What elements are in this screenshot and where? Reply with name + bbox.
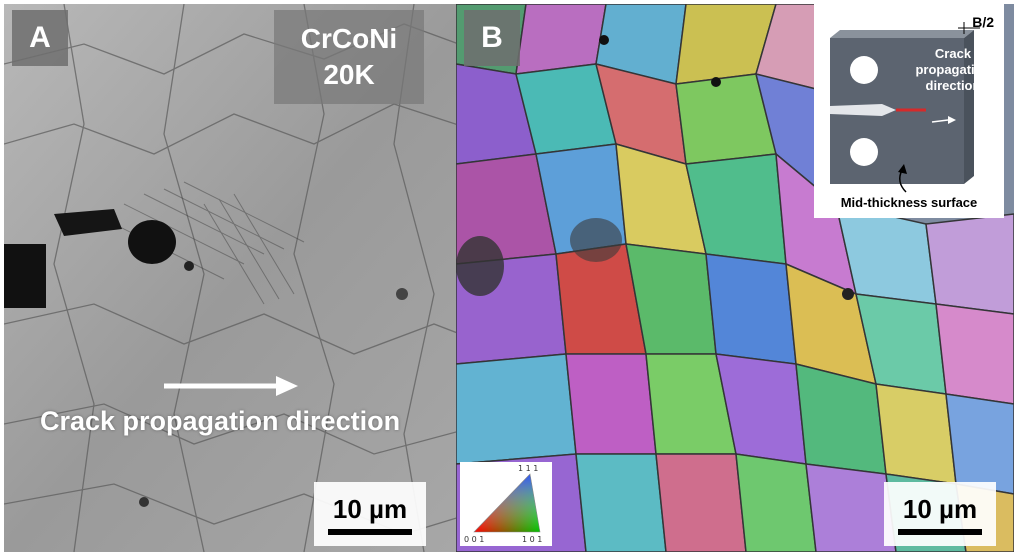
ebsd-map-texture [456,4,1014,552]
micrograph-panel-a: A CrCoNi 20K Crack propagation direction… [4,4,486,552]
scale-bar-b: 10 µm [884,482,996,546]
scale-bar-a: 10 µm [314,482,426,546]
thickness-label: B/2 [972,14,994,30]
ipf-101-label: 1 0 1 [522,535,543,544]
panel-label-a: A [12,10,68,66]
alloy-name: CrCoNi [300,23,398,54]
specimen-schematic-icon [830,18,980,193]
inset-crack-line1: Crack [934,46,972,61]
specimen-schematic-inset: B/2 Crack propagation direction Mid-thic… [814,4,1004,218]
inset-crack-line2: propagation [915,62,991,77]
panel-label-b: B [464,10,520,66]
mid-thickness-label: Mid-thickness surface [840,195,978,210]
scale-bar-line-a [328,528,412,535]
ebsd-map-panel-b: B B/2 Crack propagation direction Mid-th… [456,4,1014,552]
ipf-color-key: 1 1 1 0 0 1 1 0 1 [460,462,552,546]
crack-direction-arrow-icon [164,376,298,396]
inset-crack-line3: direction [925,78,981,93]
ipf-111-label: 1 1 1 [518,464,539,473]
alloy-condition-box: CrCoNi 20K [274,10,424,104]
scale-bar-text-b: 10 µm [902,493,978,524]
scale-bar-text-a: 10 µm [332,493,408,524]
ipf-001-label: 0 0 1 [464,535,485,544]
ipf-triangle-icon [473,473,541,533]
test-temperature: 20K [323,59,375,90]
inset-crack-label: Crack propagation direction [910,46,996,94]
scale-bar-line-b [898,528,982,535]
crack-propagation-label: Crack propagation direction [40,406,401,436]
